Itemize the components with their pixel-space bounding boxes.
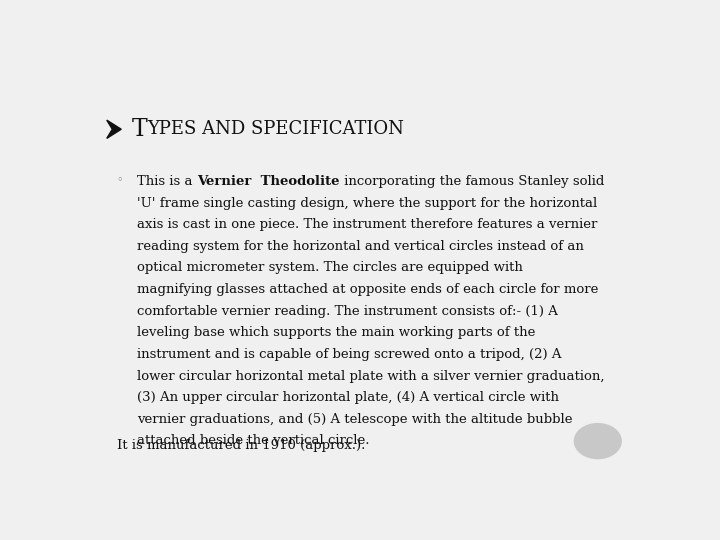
Text: This is a: This is a <box>138 175 197 188</box>
Text: vernier graduations, and (5) A telescope with the altitude bubble: vernier graduations, and (5) A telescope… <box>138 413 573 426</box>
Text: magnifying glasses attached at opposite ends of each circle for more: magnifying glasses attached at opposite … <box>138 283 599 296</box>
Text: reading system for the horizontal and vertical circles instead of an: reading system for the horizontal and ve… <box>138 240 585 253</box>
Text: YPES AND SPECIFICATION: YPES AND SPECIFICATION <box>148 120 405 138</box>
Text: ◦: ◦ <box>117 175 123 185</box>
Text: instrument and is capable of being screwed onto a tripod, (2) A: instrument and is capable of being screw… <box>138 348 562 361</box>
Text: lower circular horizontal metal plate with a silver vernier graduation,: lower circular horizontal metal plate wi… <box>138 369 605 382</box>
Text: attached beside the vertical circle.: attached beside the vertical circle. <box>138 435 370 448</box>
Text: It is manufactured in 1910 (approx.).: It is manufactured in 1910 (approx.). <box>117 440 365 453</box>
Text: optical micrometer system. The circles are equipped with: optical micrometer system. The circles a… <box>138 261 523 274</box>
Text: T: T <box>132 118 148 141</box>
Polygon shape <box>107 120 121 138</box>
Text: 'U' frame single casting design, where the support for the horizontal: 'U' frame single casting design, where t… <box>138 197 598 210</box>
Circle shape <box>575 424 621 458</box>
Text: leveling base which supports the main working parts of the: leveling base which supports the main wo… <box>138 326 536 339</box>
Text: comfortable vernier reading. The instrument consists of:- (1) A: comfortable vernier reading. The instrum… <box>138 305 558 318</box>
Text: incorporating the famous Stanley solid: incorporating the famous Stanley solid <box>340 175 604 188</box>
Text: (3) An upper circular horizontal plate, (4) A vertical circle with: (3) An upper circular horizontal plate, … <box>138 391 559 404</box>
Text: Vernier  Theodolite: Vernier Theodolite <box>197 175 340 188</box>
Text: axis is cast in one piece. The instrument therefore features a vernier: axis is cast in one piece. The instrumen… <box>138 218 598 231</box>
